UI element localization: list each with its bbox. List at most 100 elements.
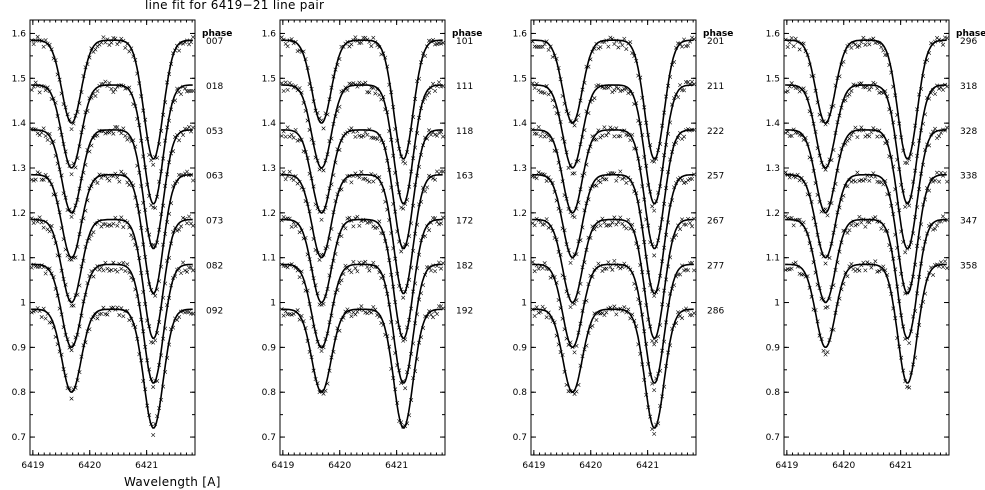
phase-label: 101: [456, 37, 473, 47]
observed-point: [91, 230, 96, 235]
observed-point: [630, 132, 635, 137]
observed-point: [415, 131, 420, 136]
observed-point: [666, 83, 671, 88]
observed-point: [596, 83, 601, 88]
observed-point: [137, 123, 142, 128]
observed-point: [37, 309, 42, 314]
observed-point: [181, 260, 186, 265]
observed-point: [578, 98, 583, 103]
observed-point: [562, 193, 567, 198]
observed-point: [841, 193, 846, 198]
observed-point: [381, 322, 386, 328]
observed-point: [383, 199, 388, 204]
observed-point: [403, 161, 408, 166]
observed-point: [81, 299, 86, 304]
spectrum-222: [530, 125, 697, 258]
observed-point: [93, 93, 98, 98]
observed-point: [67, 163, 72, 168]
observed-point: [638, 209, 643, 214]
observed-point: [618, 215, 623, 220]
observed-point: [331, 258, 336, 263]
observed-point: [173, 98, 178, 103]
observed-point: [133, 287, 138, 292]
observed-point: [805, 274, 810, 279]
observed-point: [137, 352, 142, 357]
observed-point: [343, 226, 348, 231]
observed-point: [598, 180, 603, 185]
observed-point: [652, 342, 657, 347]
observed-point: [435, 84, 440, 89]
observed-point: [847, 92, 852, 97]
observed-point: [849, 223, 854, 228]
observed-point: [179, 224, 184, 229]
observed-point: [941, 42, 946, 47]
y-tick-label: 0.8: [262, 388, 277, 398]
observed-point: [85, 62, 90, 67]
observed-point: [630, 181, 635, 186]
observed-point: [801, 41, 806, 46]
observed-point: [123, 172, 128, 177]
observed-point: [929, 176, 934, 181]
observed-point: [917, 187, 922, 192]
observed-point: [865, 260, 870, 265]
observed-point: [333, 67, 338, 72]
x-tick-label: 6419: [271, 461, 294, 471]
observed-point: [897, 299, 902, 304]
y-tick-label: 1.4: [262, 119, 277, 129]
observed-point: [87, 327, 92, 332]
observed-point: [538, 134, 543, 139]
observed-point: [293, 174, 298, 179]
observed-point: [656, 421, 661, 426]
observed-point: [421, 185, 426, 190]
observed-point: [359, 169, 364, 174]
observed-point: [283, 264, 288, 269]
observed-point: [415, 312, 420, 317]
observed-point: [397, 368, 402, 373]
spectrum-172: [279, 214, 446, 343]
observed-point: [837, 74, 842, 79]
observed-point: [558, 306, 563, 311]
observed-point: [676, 95, 681, 100]
observed-point: [425, 93, 430, 98]
observed-point: [440, 169, 446, 174]
observed-point: [411, 115, 416, 120]
observed-point: [560, 179, 565, 184]
observed-point: [323, 294, 328, 299]
observed-point: [634, 101, 639, 106]
observed-point: [295, 308, 300, 313]
observed-point: [143, 344, 148, 349]
observed-point: [927, 223, 932, 228]
observed-point: [652, 431, 657, 436]
observed-point: [636, 245, 641, 250]
observed-point: [827, 337, 832, 342]
observed-point: [157, 227, 162, 232]
observed-point: [626, 175, 631, 180]
observed-point: [843, 141, 848, 146]
observed-point: [634, 241, 639, 246]
observed-point: [913, 123, 918, 128]
observed-point: [672, 60, 677, 65]
observed-point: [395, 182, 400, 187]
observed-point: [377, 134, 382, 139]
observed-point: [377, 219, 382, 224]
observed-point: [45, 175, 50, 180]
observed-point: [311, 324, 316, 329]
observed-point: [145, 270, 150, 275]
observed-point: [941, 214, 946, 219]
observed-point: [913, 215, 918, 220]
observed-point: [550, 180, 555, 185]
observed-point: [811, 260, 816, 265]
observed-point: [544, 84, 549, 89]
observed-point: [817, 112, 822, 117]
observed-point: [831, 147, 836, 153]
observed-point: [127, 49, 132, 54]
observed-point: [596, 219, 601, 224]
observed-point: [407, 277, 412, 282]
observed-point: [612, 88, 617, 93]
observed-point: [676, 177, 681, 182]
observed-point: [855, 170, 860, 175]
observed-point: [59, 173, 64, 178]
observed-point: [803, 90, 808, 95]
observed-point: [155, 155, 160, 160]
